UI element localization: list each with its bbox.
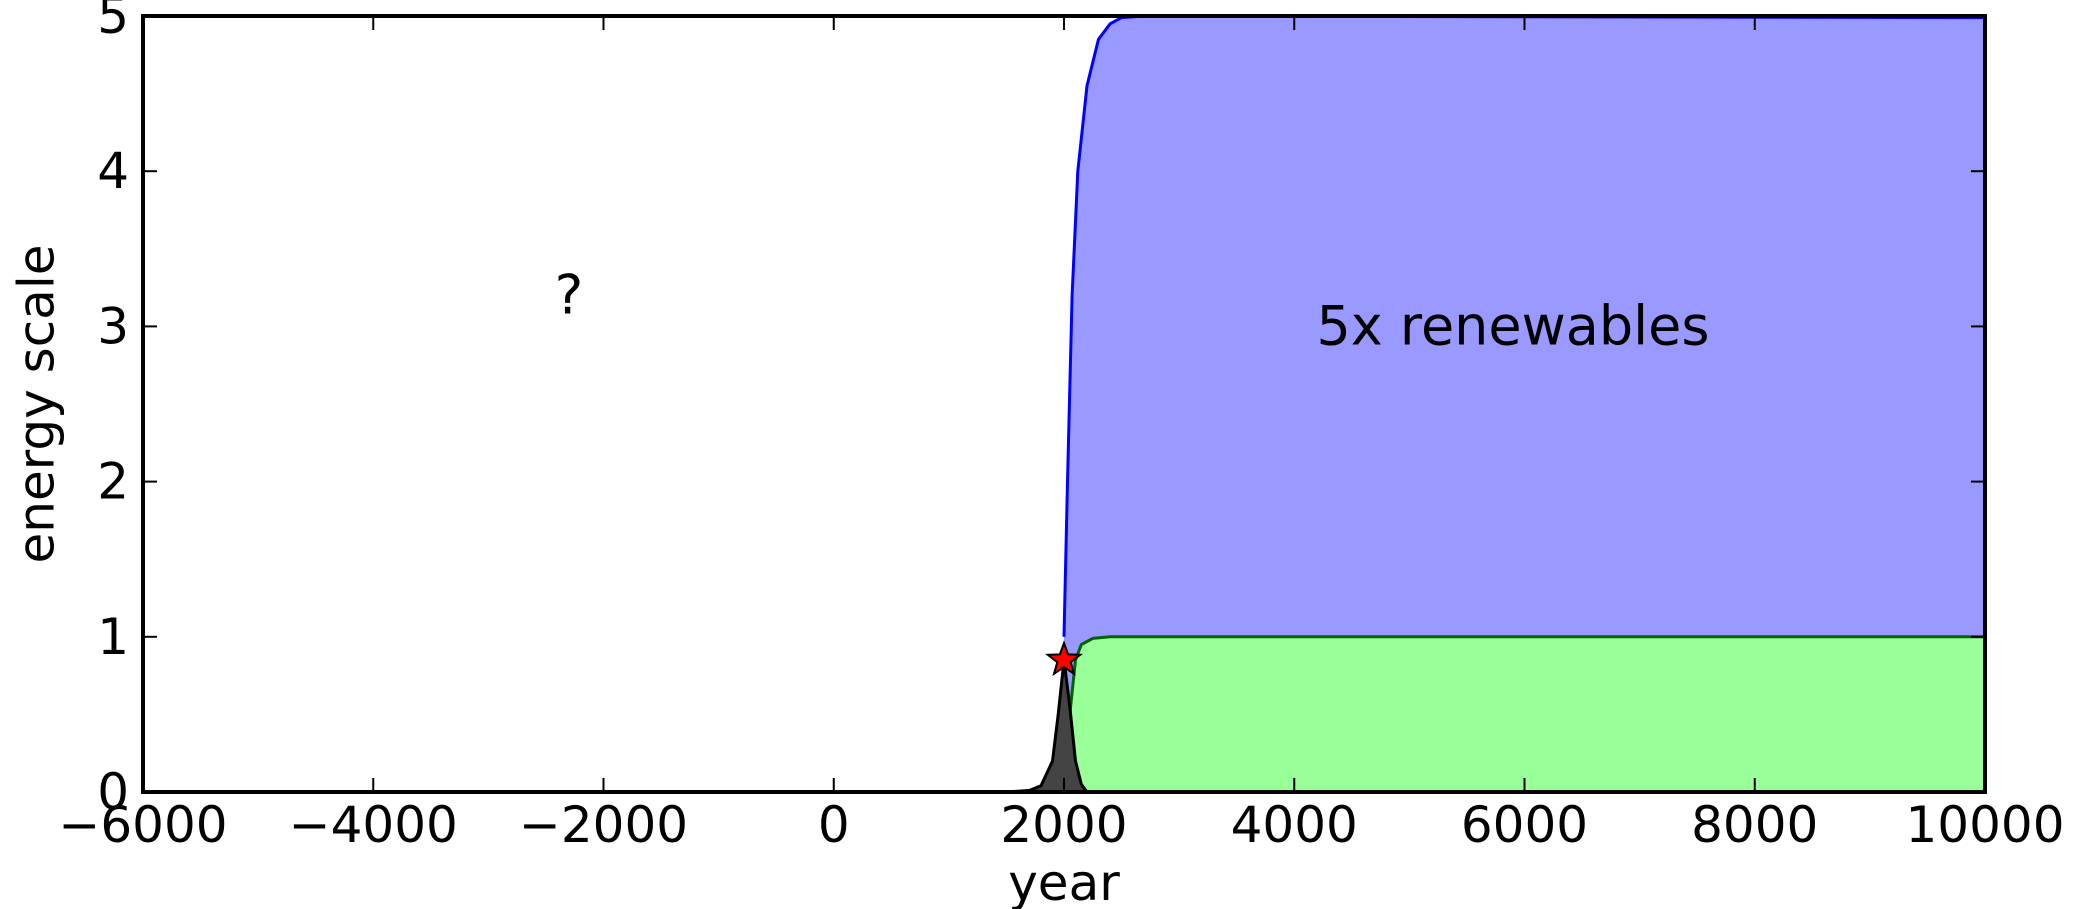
y-axis-tick-labels: 0 1 2 3 4 5 <box>97 0 129 821</box>
x-tick-label: 4000 <box>1231 796 1358 854</box>
x-axis-tick-labels: −6000 −4000 −2000 0 2000 4000 6000 8000 10000 <box>58 796 2064 854</box>
x-tick-label: −6000 <box>58 796 227 854</box>
star-marker <box>1045 640 1083 677</box>
x-tick-label: −4000 <box>289 796 458 854</box>
area-series-edge-2 <box>1006 659 1089 792</box>
y-tick-label: 5 <box>97 0 129 45</box>
x-tick-label: 0 <box>818 796 850 854</box>
y-tick-label: 4 <box>97 142 129 200</box>
marker-layer <box>1045 640 1083 677</box>
annotation-1: 5x renewables <box>1316 294 1709 357</box>
axis-ticks <box>142 15 1986 793</box>
y-tick-label: 2 <box>97 453 129 511</box>
annotations: ? 5x renewables <box>555 263 1710 357</box>
x-tick-label: 10000 <box>1905 796 2064 854</box>
y-tick-label: 0 <box>97 763 129 821</box>
x-tick-label: −2000 <box>519 796 688 854</box>
area-series-1 <box>1064 636 1985 792</box>
y-axis-title: energy scale <box>8 245 66 564</box>
x-tick-label: 6000 <box>1461 796 1588 854</box>
x-axis-title: year <box>1008 854 1120 909</box>
x-tick-label: 2000 <box>1000 796 1127 854</box>
x-tick-label: 8000 <box>1691 796 1818 854</box>
annotation-0: ? <box>555 263 584 326</box>
y-tick-label: 1 <box>97 608 129 666</box>
area-series-0 <box>1064 16 1985 792</box>
area-layers <box>1006 16 1985 792</box>
y-tick-label: 3 <box>97 297 129 355</box>
